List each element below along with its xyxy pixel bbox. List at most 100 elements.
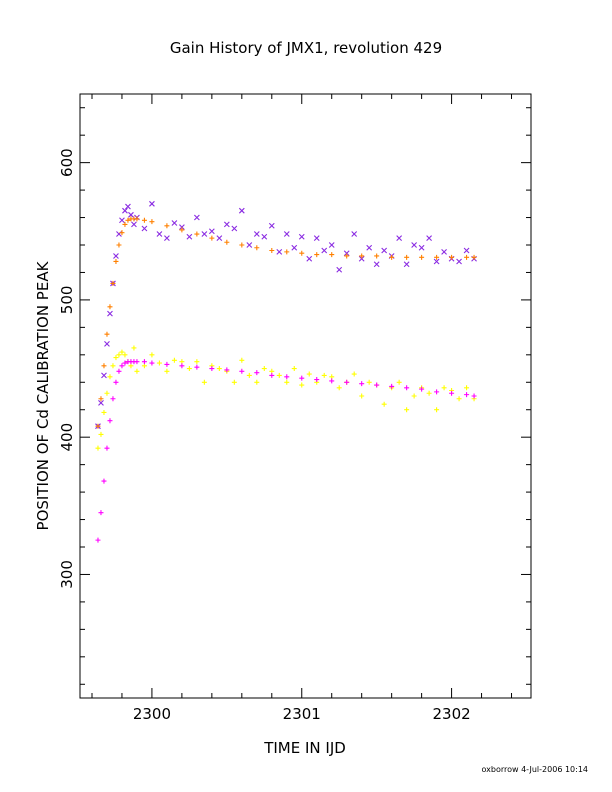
data-point xyxy=(201,379,207,385)
data-point xyxy=(110,363,116,369)
data-point xyxy=(246,372,252,378)
data-point xyxy=(119,217,125,224)
data-point xyxy=(239,368,245,374)
data-point xyxy=(116,368,122,374)
data-point xyxy=(179,227,185,233)
data-point xyxy=(284,379,290,385)
data-point xyxy=(291,244,298,251)
data-point xyxy=(306,255,313,262)
data-point xyxy=(403,261,410,268)
data-point xyxy=(351,231,358,237)
data-point xyxy=(141,225,148,232)
data-point xyxy=(125,217,131,223)
data-point xyxy=(419,386,425,392)
data-point xyxy=(276,372,282,378)
x-tick-label: 2302 xyxy=(432,705,470,723)
data-point xyxy=(328,242,335,248)
data-point xyxy=(113,379,119,385)
data-point xyxy=(101,372,107,379)
data-point xyxy=(239,242,245,248)
data-point xyxy=(434,254,440,260)
data-point xyxy=(216,366,222,372)
data-point xyxy=(107,304,113,310)
data-point xyxy=(449,390,455,396)
data-point xyxy=(359,393,365,399)
data-point xyxy=(261,233,268,240)
data-point xyxy=(329,252,335,258)
data-point xyxy=(131,345,137,351)
data-point xyxy=(336,266,343,273)
data-point xyxy=(141,359,147,365)
data-point xyxy=(122,221,128,227)
data-point xyxy=(433,258,440,265)
data-point xyxy=(223,221,230,228)
data-point xyxy=(291,366,297,372)
data-point xyxy=(194,364,200,370)
data-point xyxy=(238,207,245,214)
data-point xyxy=(374,382,380,388)
data-point xyxy=(119,363,125,369)
data-point xyxy=(101,409,107,415)
data-point xyxy=(359,253,365,259)
plot-frame xyxy=(79,93,532,699)
series-layer xyxy=(95,200,477,543)
data-point xyxy=(268,222,275,229)
x-tick-label: 2300 xyxy=(133,705,171,723)
data-point xyxy=(299,375,305,381)
data-point xyxy=(194,231,200,237)
data-point xyxy=(329,378,335,384)
data-point xyxy=(283,231,290,237)
data-point xyxy=(231,379,237,385)
data-point xyxy=(95,537,101,543)
x-tick-label: 2301 xyxy=(283,705,321,723)
data-point xyxy=(149,200,155,207)
data-point xyxy=(396,379,402,385)
x-axis-label: TIME IN IJD xyxy=(263,739,346,757)
data-point xyxy=(464,392,470,398)
data-point xyxy=(116,352,122,358)
data-point xyxy=(246,242,253,248)
axis-ticks xyxy=(80,94,531,698)
data-point xyxy=(389,254,395,260)
data-point xyxy=(389,383,395,389)
data-point xyxy=(336,385,342,391)
data-point xyxy=(119,230,125,236)
data-point xyxy=(381,247,388,254)
data-point xyxy=(201,231,208,237)
data-point xyxy=(471,254,477,260)
data-point xyxy=(351,371,357,377)
data-point xyxy=(239,357,245,363)
data-point xyxy=(426,390,432,396)
data-point xyxy=(456,258,462,265)
data-point xyxy=(411,393,417,399)
data-point xyxy=(164,223,170,229)
data-point xyxy=(131,221,137,228)
data-point xyxy=(116,242,122,248)
data-point xyxy=(261,366,267,372)
footer-credit: oxborrow 4-Jul-2006 10:14 xyxy=(481,765,588,774)
data-point xyxy=(208,228,215,235)
data-point xyxy=(134,359,140,365)
data-point xyxy=(107,310,113,317)
data-point xyxy=(104,340,110,347)
data-point xyxy=(209,366,215,372)
data-point xyxy=(171,220,178,226)
data-point xyxy=(125,203,131,210)
data-point xyxy=(344,253,350,259)
data-point xyxy=(441,248,447,255)
data-point xyxy=(113,258,119,264)
data-point xyxy=(113,253,119,259)
data-point xyxy=(404,254,410,260)
data-point xyxy=(373,261,380,268)
data-point xyxy=(313,235,320,242)
y-tick-label: 300 xyxy=(58,560,76,589)
data-point xyxy=(374,253,380,259)
data-point xyxy=(107,418,113,424)
data-point xyxy=(284,374,290,380)
data-point xyxy=(254,370,260,376)
data-point xyxy=(164,235,170,242)
data-point xyxy=(134,368,140,374)
y-tick-label: 600 xyxy=(58,148,76,177)
data-point xyxy=(110,396,116,402)
data-point xyxy=(98,399,104,406)
